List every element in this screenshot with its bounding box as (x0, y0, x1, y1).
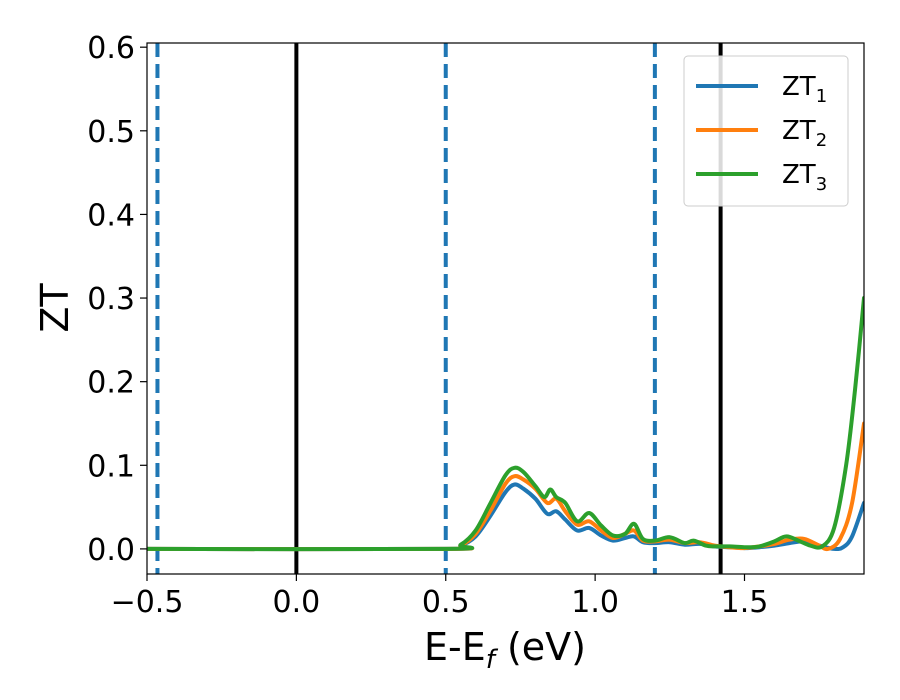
legend: ZT1 ZT2 ZT3 (683, 55, 849, 207)
legend-frame (683, 55, 849, 207)
plot-frame (146, 42, 865, 575)
series-line-zt3 (147, 296, 864, 552)
y-tick-label: 0.2 (87, 366, 135, 401)
series-line-zt2 (147, 421, 864, 552)
y-axis-ticks: 0.0 0.1 0.2 0.3 0.4 0.5 0.6 (87, 31, 147, 568)
y-tick-label: 0.1 (87, 449, 135, 484)
y-axis-label: ZT (33, 283, 77, 333)
legend-label-zt3: ZT3 (782, 160, 827, 195)
series-layer (147, 296, 864, 552)
legend-label-zt2: ZT2 (782, 116, 827, 151)
x-tick-label: 1.5 (721, 585, 769, 620)
x-tick-label: 1.0 (571, 585, 619, 620)
legend-label-zt1: ZT1 (782, 72, 827, 107)
y-tick-label: 0.5 (87, 115, 135, 150)
y-tick-label: 0.6 (87, 31, 135, 66)
x-axis-label: E-Ef (eV) (424, 625, 586, 675)
x-axis-ticks: −0.5 0.0 0.5 1.0 1.5 (111, 574, 769, 620)
y-tick-label: 0.4 (87, 198, 135, 233)
x-tick-label: −0.5 (111, 585, 184, 620)
reference-lines (155, 43, 723, 574)
x-tick-label: 0.5 (422, 585, 470, 620)
y-tick-label: 0.0 (87, 533, 135, 568)
x-tick-label: 0.0 (273, 585, 321, 620)
series-line-zt1 (147, 482, 864, 552)
y-tick-label: 0.3 (87, 282, 135, 317)
